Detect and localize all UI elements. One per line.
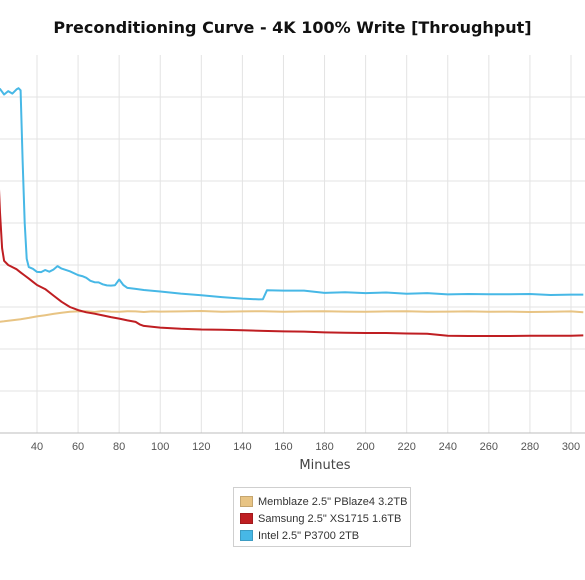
x-tick-label-40: 40 bbox=[31, 441, 43, 453]
legend-item-memblaze: Memblaze 2.5" PBlaze4 3.2TB bbox=[240, 493, 410, 510]
legend-item-samsung: Samsung 2.5" XS1715 1.6TB bbox=[240, 510, 410, 527]
x-tick-label-100: 100 bbox=[151, 441, 169, 453]
x-tick-label-240: 240 bbox=[439, 441, 457, 453]
chart-title: Preconditioning Curve - 4K 100% Write [T… bbox=[53, 18, 532, 37]
x-tick-label-260: 260 bbox=[480, 441, 498, 453]
legend-label-intel: Intel 2.5" P3700 2TB bbox=[258, 529, 360, 542]
legend-label-samsung: Samsung 2.5" XS1715 1.6TB bbox=[258, 512, 402, 525]
legend-label-memblaze: Memblaze 2.5" PBlaze4 3.2TB bbox=[258, 495, 408, 508]
legend-swatch-memblaze bbox=[240, 496, 253, 507]
x-tick-label-80: 80 bbox=[113, 441, 125, 453]
series-line-1 bbox=[0, 189, 584, 337]
x-tick-label-160: 160 bbox=[274, 441, 292, 453]
series-line-0 bbox=[0, 310, 584, 323]
legend: Memblaze 2.5" PBlaze4 3.2TB Samsung 2.5"… bbox=[233, 487, 411, 547]
x-axis-label: Minutes bbox=[299, 458, 351, 473]
series-line-2 bbox=[0, 87, 584, 301]
legend-item-intel: Intel 2.5" P3700 2TB bbox=[240, 527, 410, 544]
legend-swatch-intel bbox=[240, 530, 253, 541]
x-tick-label-60: 60 bbox=[72, 441, 84, 453]
x-tick-label-300: 300 bbox=[562, 441, 580, 453]
x-tick-label-120: 120 bbox=[192, 441, 210, 453]
series-lines bbox=[0, 87, 584, 337]
gridlines bbox=[0, 55, 585, 434]
x-tick-label-220: 220 bbox=[398, 441, 416, 453]
x-tick-labels: 40 60 80 100 120 140 160 180 200 220 240 260 280 300 bbox=[31, 441, 580, 453]
x-tick-label-180: 180 bbox=[315, 441, 333, 453]
x-tick-label-200: 200 bbox=[356, 441, 374, 453]
x-tick-label-140: 140 bbox=[233, 441, 251, 453]
legend-swatch-samsung bbox=[240, 513, 253, 524]
x-tick-label-280: 280 bbox=[521, 441, 539, 453]
